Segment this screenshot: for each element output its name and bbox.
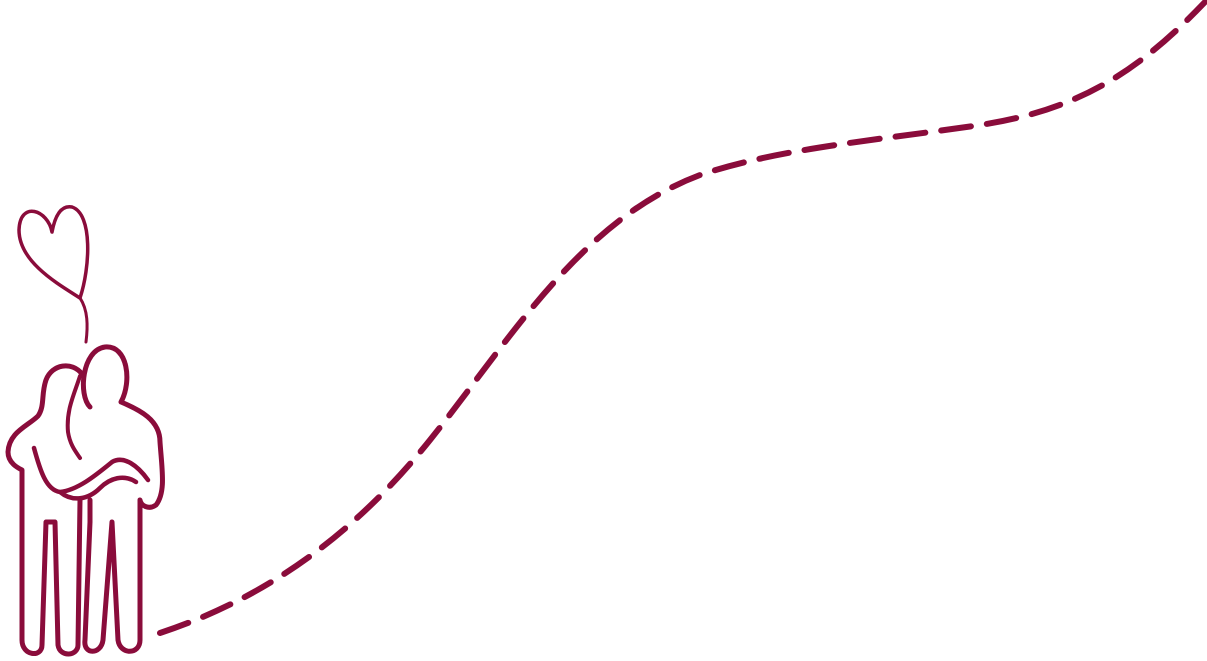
heart-tail xyxy=(78,296,89,344)
dashed-path xyxy=(157,0,1207,636)
heart xyxy=(17,205,90,344)
woman-hair xyxy=(65,374,82,460)
arm xyxy=(31,445,151,501)
man-outline xyxy=(80,344,165,654)
woman-outline xyxy=(5,363,85,657)
couple xyxy=(5,344,165,657)
heart-outline xyxy=(17,205,90,300)
